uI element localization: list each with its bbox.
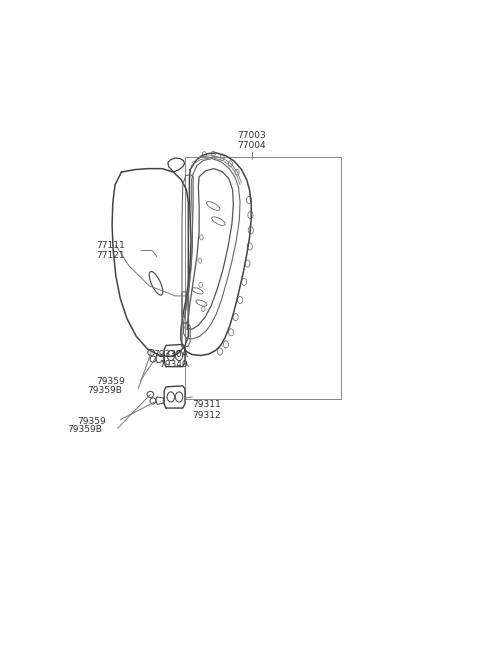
Text: 79359: 79359 bbox=[77, 417, 106, 426]
Text: 79359B: 79359B bbox=[67, 425, 102, 434]
Text: 77003
77004: 77003 77004 bbox=[237, 131, 266, 150]
Text: 77111
77121: 77111 77121 bbox=[96, 241, 125, 260]
Text: 79311
79312: 79311 79312 bbox=[192, 400, 221, 420]
Text: 79359B: 79359B bbox=[88, 386, 122, 395]
Text: 79359: 79359 bbox=[96, 377, 125, 386]
Text: 79330A
79340: 79330A 79340 bbox=[154, 350, 188, 369]
